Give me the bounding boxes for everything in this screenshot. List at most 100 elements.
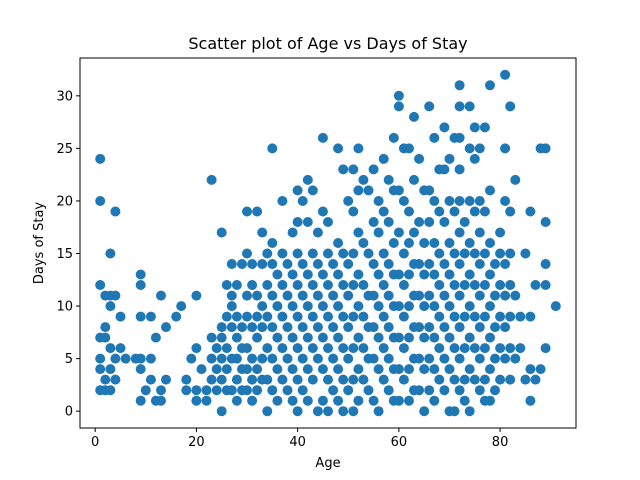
y-tick-label: 10 bbox=[56, 300, 73, 315]
data-point bbox=[485, 395, 495, 406]
data-point bbox=[378, 374, 389, 385]
data-point bbox=[312, 406, 323, 417]
data-point bbox=[454, 353, 465, 364]
data-point bbox=[312, 290, 323, 301]
data-point bbox=[424, 101, 435, 112]
data-point bbox=[231, 374, 242, 385]
data-point bbox=[434, 248, 445, 259]
data-point bbox=[348, 311, 359, 322]
data-point bbox=[287, 301, 298, 312]
y-axis-label: Days of Stay bbox=[32, 202, 47, 285]
data-point bbox=[495, 343, 506, 354]
data-point bbox=[302, 269, 313, 280]
data-point bbox=[201, 395, 212, 406]
data-point bbox=[206, 332, 217, 343]
data-point bbox=[469, 248, 480, 259]
data-point bbox=[495, 280, 506, 290]
data-point bbox=[333, 143, 344, 154]
data-point bbox=[363, 248, 374, 259]
data-point bbox=[393, 301, 404, 312]
data-point bbox=[221, 364, 232, 375]
data-point bbox=[328, 322, 339, 333]
data-point bbox=[247, 280, 258, 290]
data-point bbox=[191, 290, 202, 301]
data-point bbox=[323, 343, 333, 354]
data-point bbox=[368, 322, 379, 333]
data-point bbox=[454, 196, 465, 206]
data-point bbox=[404, 206, 414, 217]
data-point bbox=[530, 280, 541, 290]
x-axis-label: Age bbox=[315, 456, 340, 471]
data-point bbox=[95, 364, 106, 375]
data-point bbox=[105, 301, 116, 312]
data-point bbox=[454, 164, 465, 175]
data-point bbox=[323, 406, 333, 417]
data-point bbox=[312, 353, 323, 364]
data-point bbox=[252, 385, 263, 396]
data-point bbox=[110, 206, 121, 217]
data-point bbox=[156, 395, 166, 406]
data-point bbox=[272, 269, 283, 280]
data-point bbox=[292, 311, 303, 322]
data-point bbox=[206, 353, 217, 364]
data-point bbox=[449, 374, 460, 385]
data-point bbox=[419, 406, 430, 417]
data-point bbox=[145, 353, 156, 364]
data-point bbox=[429, 132, 440, 143]
data-point bbox=[424, 385, 435, 396]
data-point bbox=[231, 311, 242, 322]
data-point bbox=[429, 301, 440, 312]
data-point bbox=[247, 395, 258, 406]
data-point bbox=[434, 206, 445, 217]
data-point bbox=[287, 269, 298, 280]
data-point bbox=[317, 206, 328, 217]
data-point bbox=[252, 206, 263, 217]
data-point bbox=[135, 353, 146, 364]
data-point bbox=[424, 185, 435, 196]
data-point bbox=[272, 301, 283, 312]
data-point bbox=[312, 259, 323, 269]
data-point bbox=[171, 311, 182, 322]
data-point bbox=[368, 395, 379, 406]
data-point bbox=[262, 280, 273, 290]
data-point bbox=[100, 374, 111, 385]
data-point bbox=[378, 343, 389, 354]
data-point bbox=[439, 353, 450, 364]
data-point bbox=[490, 353, 500, 364]
data-point bbox=[216, 227, 227, 238]
data-point bbox=[267, 353, 278, 364]
data-point bbox=[105, 343, 116, 354]
data-point bbox=[110, 290, 121, 301]
data-point bbox=[449, 248, 460, 259]
data-point bbox=[454, 259, 465, 269]
data-point bbox=[323, 374, 333, 385]
data-point bbox=[231, 395, 242, 406]
data-point bbox=[242, 364, 252, 375]
data-point bbox=[398, 248, 409, 259]
data-point bbox=[540, 280, 551, 290]
data-point bbox=[333, 395, 344, 406]
data-point bbox=[302, 332, 313, 343]
data-point bbox=[510, 290, 521, 301]
data-point bbox=[414, 290, 425, 301]
data-point bbox=[469, 122, 480, 133]
data-point bbox=[247, 374, 258, 385]
data-point bbox=[495, 248, 506, 259]
data-point bbox=[353, 301, 364, 312]
data-point bbox=[221, 311, 232, 322]
data-point bbox=[409, 174, 419, 185]
data-point bbox=[449, 406, 460, 417]
data-point bbox=[520, 374, 531, 385]
data-point bbox=[474, 227, 485, 238]
data-point bbox=[307, 185, 318, 196]
y-axis: 0 5 10 15 20 25 30 bbox=[56, 89, 80, 420]
y-tick-label: 5 bbox=[65, 352, 73, 367]
data-point bbox=[348, 164, 359, 175]
data-point bbox=[444, 332, 455, 343]
data-point bbox=[156, 290, 166, 301]
data-point bbox=[378, 206, 389, 217]
data-point bbox=[490, 290, 500, 301]
data-point bbox=[414, 353, 425, 364]
data-point bbox=[398, 280, 409, 290]
data-point bbox=[409, 227, 419, 238]
